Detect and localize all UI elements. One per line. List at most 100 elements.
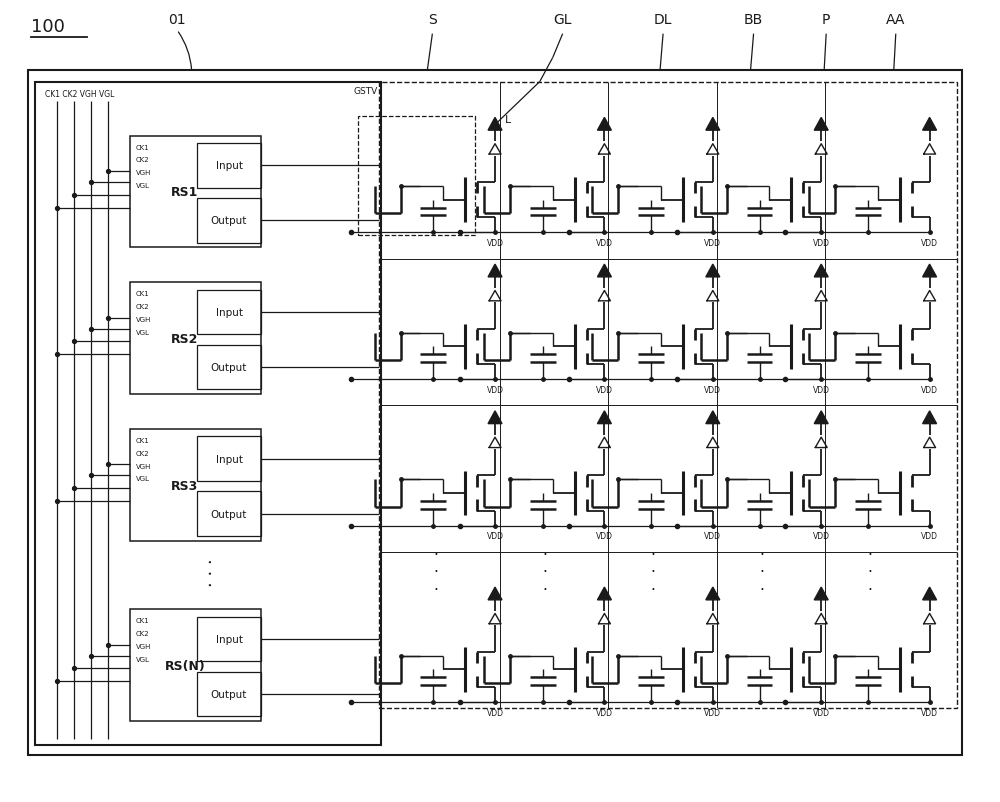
- Text: RS2: RS2: [171, 332, 198, 346]
- Text: 100: 100: [31, 18, 64, 36]
- Bar: [130, 430, 261, 541]
- Polygon shape: [923, 411, 937, 424]
- Bar: [35, 83, 381, 745]
- Polygon shape: [488, 411, 502, 424]
- Text: ·
·
·: · · ·: [867, 548, 872, 597]
- Text: CK2: CK2: [136, 157, 150, 164]
- Text: Input: Input: [216, 161, 243, 171]
- Text: BB: BB: [744, 13, 763, 26]
- Text: GSTV: GSTV: [353, 87, 378, 95]
- Text: VDD: VDD: [487, 532, 504, 541]
- Polygon shape: [706, 587, 720, 600]
- Polygon shape: [597, 118, 611, 131]
- Text: Input: Input: [216, 308, 243, 318]
- Polygon shape: [706, 411, 720, 424]
- Text: RS1: RS1: [171, 186, 198, 199]
- Text: VDD: VDD: [921, 532, 938, 541]
- Polygon shape: [597, 587, 611, 600]
- Text: VDD: VDD: [921, 238, 938, 248]
- Bar: [130, 610, 261, 721]
- Polygon shape: [706, 118, 720, 131]
- Text: VGH: VGH: [136, 317, 151, 322]
- Text: P: P: [822, 13, 830, 26]
- Text: 01: 01: [168, 13, 186, 26]
- Bar: [197, 437, 261, 481]
- Text: VGL: VGL: [136, 656, 150, 662]
- Text: CK1 CK2 VGH VGL: CK1 CK2 VGH VGL: [45, 91, 114, 99]
- Polygon shape: [923, 587, 937, 600]
- Bar: [130, 283, 261, 395]
- Polygon shape: [488, 587, 502, 600]
- Text: VDD: VDD: [813, 385, 830, 394]
- Polygon shape: [488, 118, 502, 131]
- Text: CK1: CK1: [136, 438, 150, 444]
- Text: VDD: VDD: [704, 707, 721, 717]
- Text: VDD: VDD: [596, 707, 613, 717]
- Polygon shape: [814, 587, 828, 600]
- Text: VDD: VDD: [596, 532, 613, 541]
- Text: RS3: RS3: [171, 479, 198, 492]
- Text: VDD: VDD: [704, 532, 721, 541]
- Text: CK1: CK1: [136, 618, 150, 624]
- Text: Output: Output: [211, 509, 247, 519]
- Text: VGH: VGH: [136, 643, 151, 649]
- Bar: [358, 116, 475, 236]
- Polygon shape: [706, 265, 720, 277]
- Text: ·
·
·: · · ·: [433, 548, 438, 597]
- Text: VDD: VDD: [596, 238, 613, 248]
- Text: VDD: VDD: [487, 238, 504, 248]
- Text: CK2: CK2: [136, 451, 150, 456]
- Text: Output: Output: [211, 689, 247, 699]
- Text: VGL: VGL: [136, 183, 150, 188]
- Polygon shape: [923, 118, 937, 131]
- Text: VDD: VDD: [813, 238, 830, 248]
- Polygon shape: [923, 265, 937, 277]
- Text: L: L: [505, 115, 511, 124]
- Text: CK1: CK1: [136, 291, 150, 297]
- Text: S: S: [428, 13, 437, 26]
- Text: Output: Output: [211, 363, 247, 373]
- Bar: [197, 144, 261, 188]
- Bar: [197, 345, 261, 390]
- Polygon shape: [488, 265, 502, 277]
- Bar: [197, 617, 261, 662]
- Text: VGL: VGL: [136, 330, 150, 335]
- Text: Output: Output: [211, 216, 247, 226]
- Polygon shape: [814, 265, 828, 277]
- Text: RS(N): RS(N): [164, 659, 205, 672]
- Polygon shape: [814, 411, 828, 424]
- Bar: [197, 492, 261, 537]
- Text: · · ·: · · ·: [203, 557, 221, 585]
- Text: ·
·
·: · · ·: [759, 548, 764, 597]
- Text: VDD: VDD: [487, 707, 504, 717]
- Text: ·
·
·: · · ·: [651, 548, 656, 597]
- Text: Input: Input: [216, 454, 243, 464]
- Text: VDD: VDD: [813, 707, 830, 717]
- Text: VDD: VDD: [704, 238, 721, 248]
- Bar: [197, 290, 261, 335]
- Text: ·
·
·: · · ·: [542, 548, 547, 597]
- Text: CK1: CK1: [136, 144, 150, 151]
- Bar: [197, 672, 261, 716]
- Text: GL: GL: [553, 13, 572, 26]
- Polygon shape: [597, 265, 611, 277]
- Text: DL: DL: [654, 13, 672, 26]
- Text: VDD: VDD: [921, 707, 938, 717]
- Text: VDD: VDD: [487, 385, 504, 394]
- Text: AA: AA: [886, 13, 905, 26]
- Text: VGL: VGL: [136, 476, 150, 482]
- Text: VDD: VDD: [704, 385, 721, 394]
- Text: Input: Input: [216, 634, 243, 644]
- Polygon shape: [814, 118, 828, 131]
- Text: CK2: CK2: [136, 630, 150, 636]
- Text: CK2: CK2: [136, 304, 150, 310]
- Bar: [28, 71, 962, 755]
- Text: VDD: VDD: [596, 385, 613, 394]
- Text: VDD: VDD: [813, 532, 830, 541]
- Bar: [130, 136, 261, 248]
- Text: VGH: VGH: [136, 170, 151, 176]
- Polygon shape: [597, 411, 611, 424]
- Bar: [379, 83, 957, 707]
- Text: VDD: VDD: [921, 385, 938, 394]
- Text: VGH: VGH: [136, 463, 151, 469]
